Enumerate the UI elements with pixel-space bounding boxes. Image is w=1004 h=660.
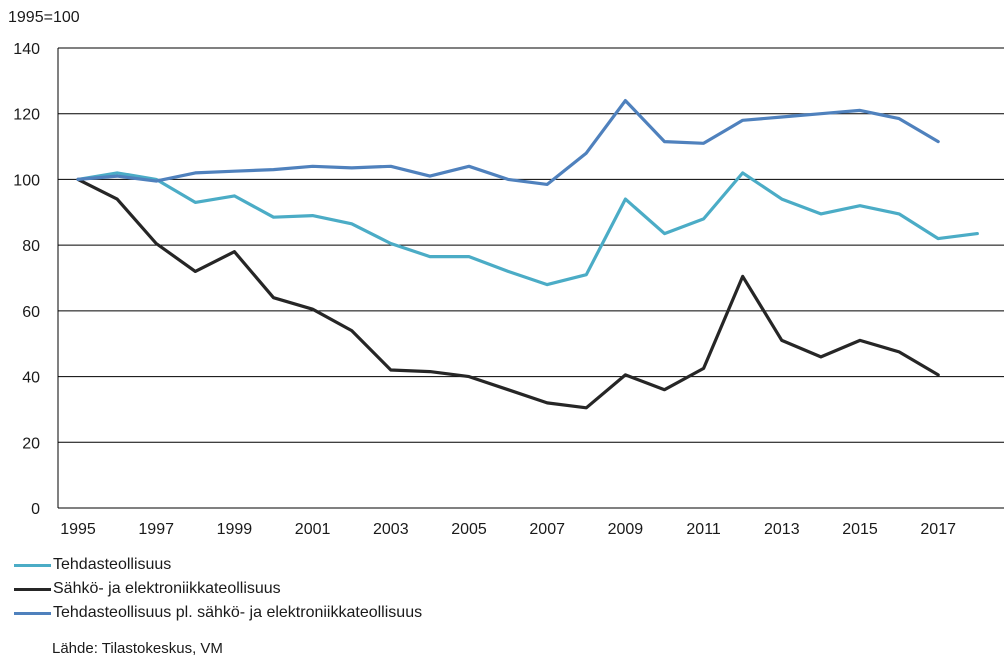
line-chart: 0 20 40 60 80 100 120 140 1995 1997 1999 2001 2003 2… bbox=[8, 9, 1004, 538]
series-line-1 bbox=[76, 171, 979, 287]
legend-swatch bbox=[14, 587, 51, 591]
legend-swatch bbox=[14, 611, 51, 615]
x-tick-label: 2001 bbox=[295, 521, 331, 538]
legend-label: Tehdasteollisuus bbox=[53, 556, 172, 573]
series-line-3 bbox=[76, 98, 940, 186]
y-tick-label: 40 bbox=[22, 370, 40, 387]
x-tick-label: 1995 bbox=[60, 521, 96, 538]
y-tick-label: 80 bbox=[22, 238, 40, 255]
legend-label: Sähkö- ja elektroniikkateollisuus bbox=[53, 580, 281, 597]
x-axis-tick-labels: 1995 1997 1999 2001 2003 2005 2007 2009 2011 2013… bbox=[60, 521, 956, 538]
legend: Tehdasteollisuus Sähkö- ja elektroniikka… bbox=[14, 553, 422, 625]
y-tick-label: 120 bbox=[13, 107, 40, 124]
y-tick-label: 0 bbox=[31, 501, 40, 518]
x-tick-label: 1997 bbox=[138, 521, 174, 538]
x-tick-label: 2003 bbox=[373, 521, 409, 538]
legend-item-sahko-elektroniikka: Sähkö- ja elektroniikkateollisuus bbox=[14, 577, 422, 601]
y-tick-label: 20 bbox=[22, 435, 40, 452]
legend-label: Tehdasteollisuus pl. sähkö- ja elektroni… bbox=[53, 604, 423, 621]
y-tick-label: 60 bbox=[22, 304, 40, 321]
x-tick-label: 2015 bbox=[842, 521, 878, 538]
x-tick-label: 2009 bbox=[608, 521, 644, 538]
x-tick-label: 2005 bbox=[451, 521, 487, 538]
series-lines bbox=[76, 98, 979, 410]
x-tick-label: 2017 bbox=[920, 521, 956, 538]
x-tick-label: 2011 bbox=[686, 521, 721, 538]
legend-item-tehdasteollisuus: Tehdasteollisuus bbox=[14, 553, 422, 577]
y-axis-unit-label: 1995=100 bbox=[8, 9, 80, 26]
x-tick-label: 2007 bbox=[529, 521, 565, 538]
source-note: Lähde: Tilastokeskus, VM bbox=[52, 640, 223, 657]
series-line-2 bbox=[76, 177, 940, 410]
x-tick-label: 2013 bbox=[764, 521, 800, 538]
gridlines bbox=[58, 47, 1004, 509]
y-axis-tick-labels: 0 20 40 60 80 100 120 140 bbox=[13, 41, 40, 518]
y-tick-label: 140 bbox=[13, 41, 40, 58]
legend-swatch bbox=[14, 563, 51, 567]
legend-item-tehdasteollisuus-pl: Tehdasteollisuus pl. sähkö- ja elektroni… bbox=[14, 601, 422, 625]
y-tick-label: 100 bbox=[13, 172, 40, 189]
x-tick-label: 1999 bbox=[217, 521, 253, 538]
